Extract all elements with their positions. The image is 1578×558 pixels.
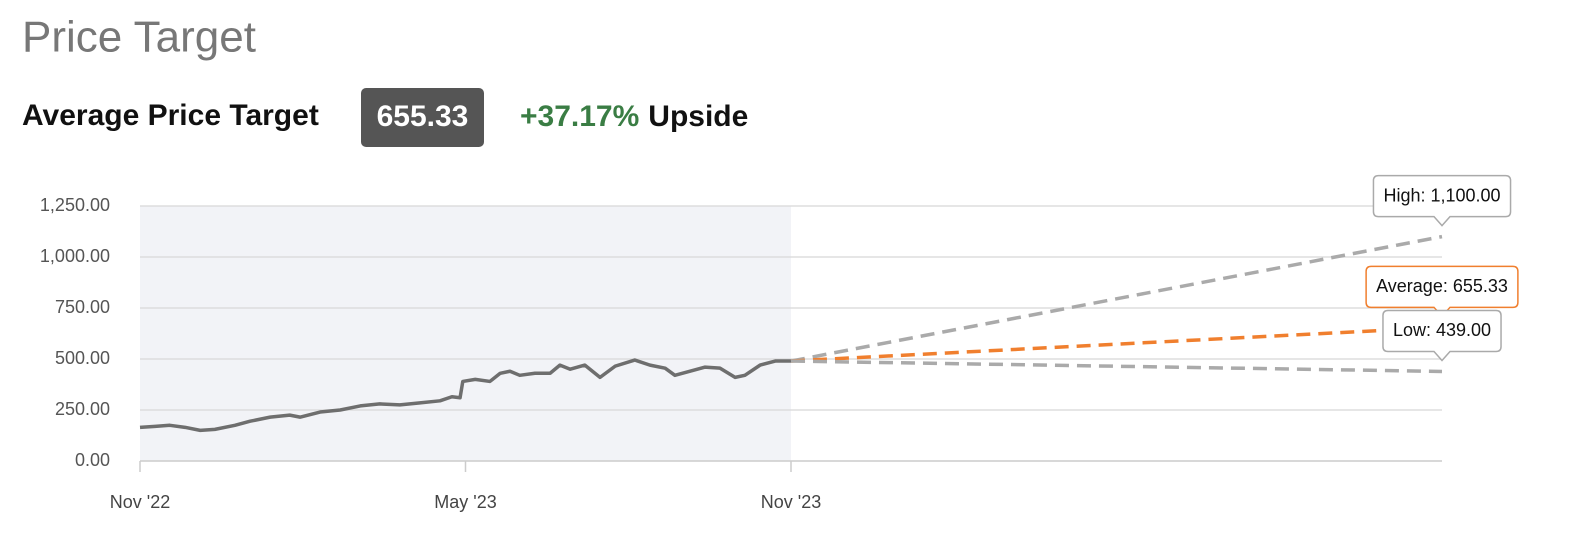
y-tick-label: 1,250.00 [40, 195, 110, 215]
upside-value: +37.17% [520, 100, 639, 133]
title: Price Target [22, 13, 256, 62]
tooltip-box [1372, 174, 1512, 227]
y-tick-label: 500.00 [55, 348, 110, 368]
target-tooltip: High: 1,100.00 [1372, 174, 1512, 227]
y-tick-label: 0.00 [75, 450, 110, 470]
target-line [790, 234, 1443, 363]
avg-label: Average Price Target [22, 99, 319, 132]
avg-badge [361, 88, 484, 147]
target-line [790, 325, 1443, 363]
avg-value: 655.33 [377, 100, 469, 133]
target-line [790, 359, 1443, 374]
target-label: Low: 439.00 [1393, 320, 1491, 340]
tooltip-box [1382, 309, 1502, 362]
history-shade [140, 206, 791, 461]
x-tick-label: Nov '23 [761, 492, 821, 512]
upside-label: Upside [648, 100, 748, 133]
y-tick-label: 1,000.00 [40, 246, 110, 266]
target-label: High: 1,100.00 [1383, 185, 1500, 205]
target-tooltip: Average: 655.33 [1365, 265, 1519, 318]
y-tick-label: 250.00 [55, 399, 110, 419]
target-label: Average: 655.33 [1376, 276, 1508, 296]
price-line [139, 358, 791, 433]
y-tick-label: 750.00 [55, 297, 110, 317]
x-tick-label: May '23 [434, 492, 496, 512]
target-tooltip: Low: 439.00 [1382, 309, 1502, 362]
x-tick-label: Nov '22 [110, 492, 170, 512]
